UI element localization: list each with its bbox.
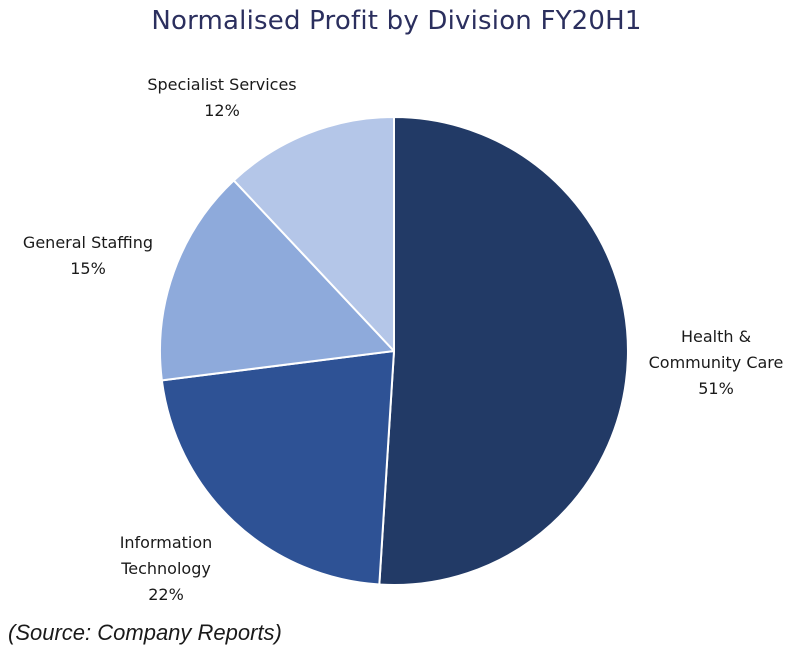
slice-label-line: Specialist Services [147, 75, 297, 94]
slice-label-line: Information [119, 533, 213, 552]
slice-value-label: 51% [698, 379, 734, 398]
slice-value-label: 22% [148, 585, 184, 604]
pie-slice-general-staffing [159, 179, 395, 382]
slice-value-label: 12% [204, 101, 240, 120]
pie-slice-specialist-services [232, 116, 395, 352]
slice-label-line: General Staffing [22, 233, 154, 252]
pie-slice-health-community-care [378, 116, 629, 586]
slice-label-specialist-services: Specialist ServicesSpecialist Services12… [147, 72, 296, 124]
slice-value-label: 15% [70, 259, 106, 278]
source-note: (Source: Company Reports) [8, 620, 282, 645]
slice-label-line: Community Care [648, 353, 784, 372]
slice-label-line: Technology [121, 559, 211, 578]
slice-label-health-community-care: Health & Community CareHealth &Community… [649, 324, 784, 402]
slice-label-information-technology: Information TechnologyInformationTechnol… [120, 530, 213, 608]
slice-label-line: Health & [680, 327, 752, 346]
pie-slice-information-technology [160, 350, 395, 586]
chart-title: Normalised Profit by Division FY20H1 [151, 6, 642, 36]
